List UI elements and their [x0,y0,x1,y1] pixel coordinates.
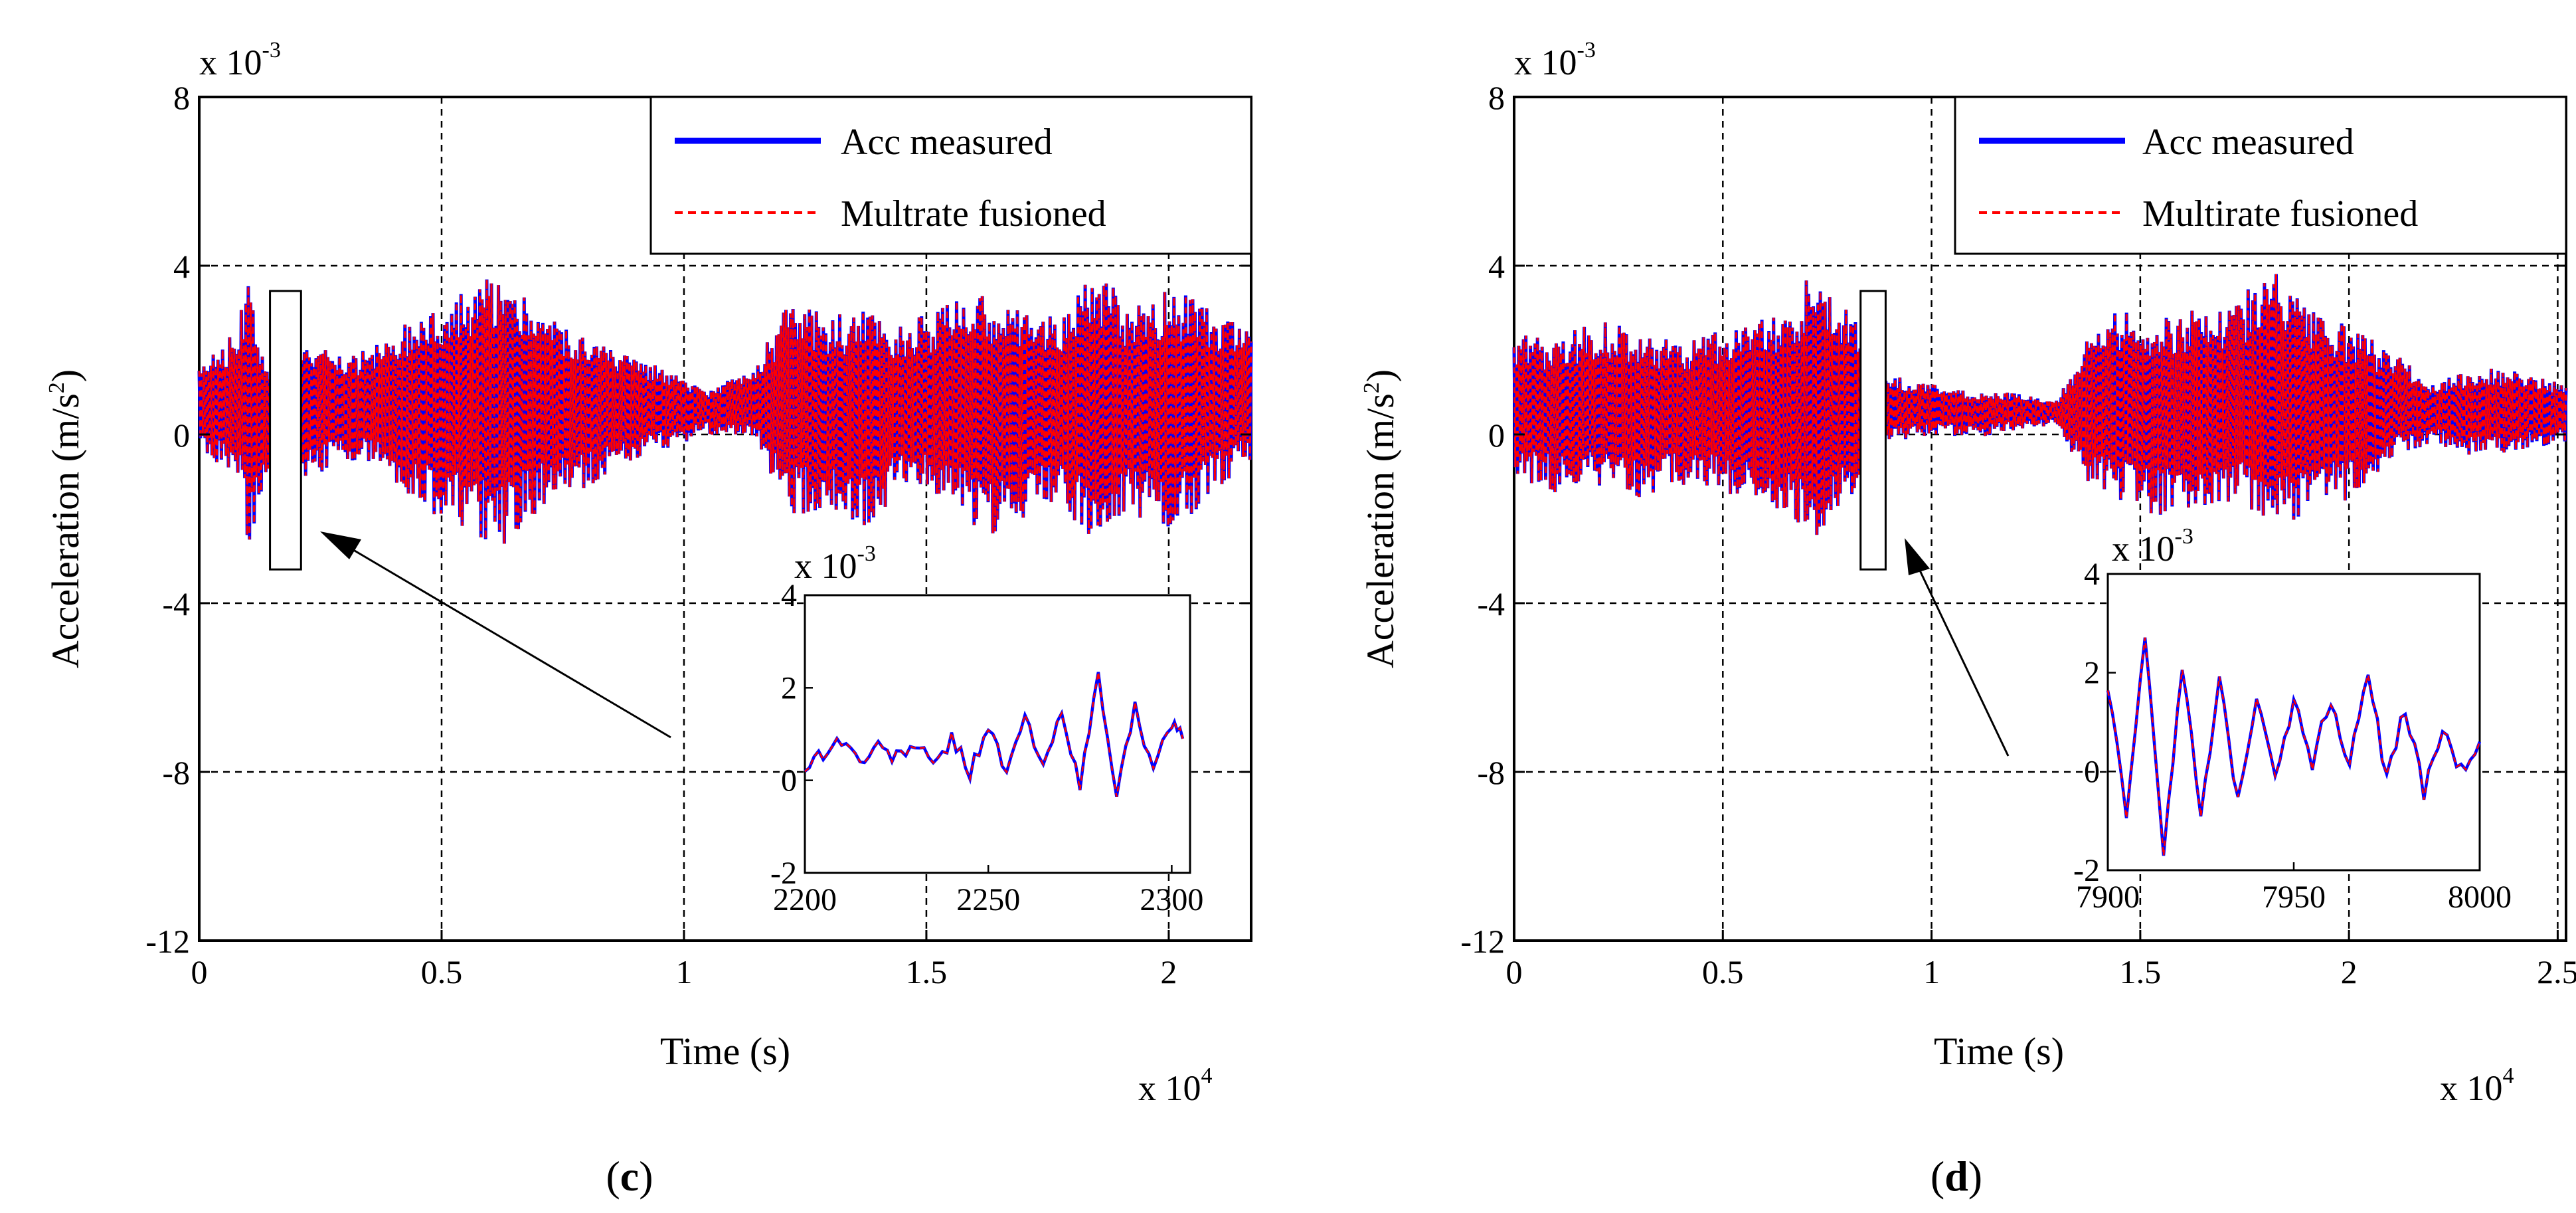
panel-c-legend-fusioned-label: Multrate fusioned [841,193,1106,234]
panel-c-legend-box [649,96,1252,255]
x-tick-label: 2.5 [2537,953,2576,990]
panel-d-y-tick-labels: -12 -8 -4 0 4 8 [1460,79,2566,960]
panel-d-arrow-shaft [1913,557,2010,757]
panel-d-legend-box [1954,96,2567,255]
panel-c-y-exponent: x 10-3 [199,38,281,82]
panel-d: -12 -8 -4 0 4 8 0 0.5 1 1.5 2 2.5 x 10-3 x 104 Acc… [1359,38,2576,1200]
inset-x-tick-label: 2300 [1140,882,1203,917]
panel-c-inset-x-tick-labels: 2200 2250 2300 [773,865,1203,917]
panel-d-x-tick-labels: 0 0.5 1 1.5 2 2.5 [1506,930,2576,990]
panel-c-inset-plot [804,672,1185,797]
panel-d-y-axis-label: Acceleration (m/s2) [1359,369,1402,668]
inset-y-tick-label: -2 [2073,853,2100,888]
x-tick-label: 0 [1506,953,1523,990]
y-tick-label: -12 [145,923,190,960]
panel-c-inset-frame [804,594,1191,874]
x-tick-label: 1.5 [906,953,948,990]
zoom-region-box [269,290,302,571]
panel-d-x-axis-label: Time (s) [1934,1030,2064,1073]
y-tick-label: 8 [173,79,190,116]
y-tick-label: 8 [1488,79,1505,116]
x-tick-label: 2 [1160,953,1177,990]
series-multirate-fusioned [1513,274,2567,535]
inset-series-multirate-fusioned [2106,637,2481,856]
x-tick-label: 0.5 [421,953,463,990]
inset-y-tick-label: -2 [770,856,797,891]
panel-c-x-tick-labels: 0 0.5 1 1.5 2 [191,930,1177,990]
inset-y-tick-label: 4 [781,578,797,613]
panel-c-y-axis-label: Acceleration (m/s2) [44,369,87,668]
y-tick-label: -4 [1477,585,1505,622]
y-tick-label: 4 [1488,248,1505,285]
inset-y-tick-label: 0 [781,763,797,798]
panel-d-legend: Acc measured Multirate fusioned [1954,96,2567,255]
panel-d-plot-area [1512,274,2568,571]
panel-d-inset-frame [2106,573,2481,872]
inset-x-tick-label: 7950 [2262,880,2326,915]
panel-c-x-exponent: x 104 [1138,1064,1213,1108]
panel-c-arrow-head [320,531,361,559]
y-tick-label: -8 [162,754,190,791]
y-tick-label: 0 [1488,417,1505,454]
x-tick-label: 0.5 [1702,953,1744,990]
inset-x-tick-label: 2250 [956,882,1020,917]
panel-d-x-exponent: x 104 [2440,1064,2514,1108]
series-multirate-fusioned [198,279,1252,544]
inset-x-tick-label: 7900 [2076,880,2140,915]
inset-x-tick-label: 8000 [2448,880,2512,915]
panel-c-inset: -2 0 2 4 2200 2250 2300 x 10-3 [770,541,1203,917]
x-tick-label: 2 [2341,953,2358,990]
y-tick-label: -8 [1477,754,1505,791]
panel-d-inset-x-tick-labels: 7900 7950 8000 [2076,862,2512,915]
inset-y-tick-label: 2 [2084,656,2100,691]
x-tick-label: 1 [675,953,692,990]
panel-c-zoom-arrow [320,531,671,739]
y-tick-label: 0 [173,417,190,454]
inset-series-multirate-fusioned [804,672,1184,797]
x-tick-label: 1.5 [2120,953,2162,990]
panel-d-inset-plot [2106,637,2482,856]
panel-c-y-tick-labels: -12 -8 -4 0 4 8 [145,79,1251,960]
panel-d-caption: (d) [1931,1153,1982,1200]
inset-y-tick-label: 0 [2084,754,2100,789]
panel-d-y-exponent: x 10-3 [1514,38,1596,82]
panel-c-plot-area [197,279,1253,571]
panel-c-inset-y-tick-labels: -2 0 2 4 [770,578,813,891]
panel-c-inset-y-exponent: x 10-3 [794,541,876,586]
panel-c-legend: Acc measured Multrate fusioned [649,96,1252,255]
panel-d-zoom-arrow [1905,538,2010,757]
panel-d-inset-y-tick-labels: -2 0 2 4 [2073,557,2116,888]
y-tick-label: 4 [173,248,190,285]
inset-y-tick-label: 2 [781,670,797,705]
panel-d-legend-measured-label: Acc measured [2142,122,2354,163]
inset-x-tick-label: 2200 [773,882,837,917]
panel-d-inset-y-exponent: x 10-3 [2112,524,2193,569]
panel-c-legend-measured-label: Acc measured [841,122,1053,163]
y-tick-label: -4 [162,585,190,622]
x-tick-label: 1 [1923,953,1940,990]
panel-d-inset: -2 0 2 4 7900 7950 8000 x 10-3 [2073,524,2512,915]
inset-y-tick-label: 4 [2084,557,2100,592]
panel-c: -12 -8 -4 0 4 8 0 0.5 1 1.5 2 x 10-3 x 104 Accele… [44,38,1253,1200]
y-tick-label: -12 [1460,923,1505,960]
panel-c-arrow-shaft [339,541,671,739]
x-tick-label: 0 [191,953,208,990]
zoom-region-box [1859,290,1887,571]
panel-d-legend-fusioned-label: Multirate fusioned [2142,193,2418,234]
panel-c-x-axis-label: Time (s) [660,1030,790,1073]
panel-d-arrow-head [1905,538,1930,575]
panel-c-caption: (c) [606,1153,653,1200]
